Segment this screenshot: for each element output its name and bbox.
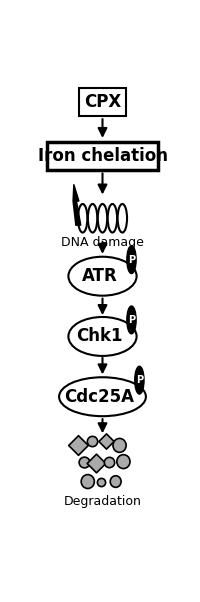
Point: [91, 436, 94, 445]
Point: [99, 477, 103, 487]
Ellipse shape: [88, 204, 97, 232]
Ellipse shape: [117, 455, 130, 468]
Point: [105, 436, 108, 445]
Ellipse shape: [110, 476, 121, 488]
Text: CPX: CPX: [84, 93, 121, 111]
Text: Chk1: Chk1: [76, 327, 123, 346]
Ellipse shape: [118, 204, 127, 232]
Ellipse shape: [59, 377, 146, 416]
Ellipse shape: [78, 204, 87, 232]
Text: Degradation: Degradation: [64, 494, 141, 507]
Ellipse shape: [68, 317, 137, 356]
Polygon shape: [73, 184, 81, 225]
Text: ATR: ATR: [82, 267, 117, 285]
Ellipse shape: [68, 256, 137, 296]
Point: [95, 458, 98, 468]
Text: P: P: [128, 315, 135, 325]
FancyBboxPatch shape: [79, 88, 126, 116]
Ellipse shape: [108, 204, 117, 232]
Text: P: P: [128, 255, 135, 265]
Point: [77, 441, 80, 450]
Text: P: P: [136, 375, 143, 385]
Text: Cdc25A: Cdc25A: [64, 388, 134, 406]
Ellipse shape: [81, 474, 94, 488]
FancyBboxPatch shape: [47, 142, 158, 170]
Circle shape: [127, 306, 136, 334]
Text: Iron chelation: Iron chelation: [38, 147, 168, 165]
Circle shape: [135, 366, 144, 394]
Text: DNA damage: DNA damage: [61, 236, 144, 249]
Point: [82, 457, 86, 467]
Ellipse shape: [113, 438, 126, 452]
Circle shape: [127, 246, 136, 273]
Ellipse shape: [98, 204, 107, 232]
Point: [108, 457, 111, 467]
